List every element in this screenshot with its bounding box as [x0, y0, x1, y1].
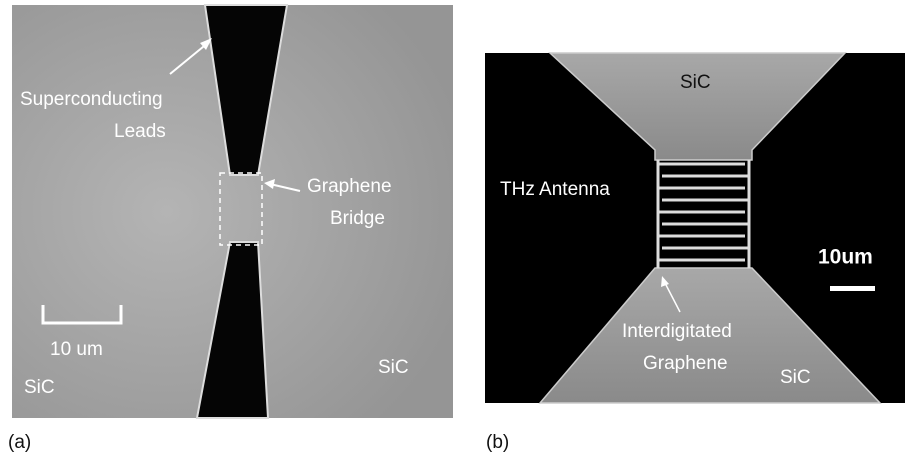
substrate-label: SiC [378, 357, 409, 378]
panel-b: SiC THz Antenna 10um Interdigitated Grap… [485, 53, 905, 453]
panel-label: (b) [486, 432, 509, 453]
annotation: Superconducting [20, 89, 163, 110]
annotation: Leads [114, 121, 166, 142]
substrate-label: SiC [24, 377, 55, 398]
scale-label: 10um [818, 246, 873, 269]
panel-label: (a) [8, 432, 31, 453]
scale-label: 10 um [50, 339, 103, 360]
substrate-label: SiC [780, 367, 811, 388]
annotation: Graphene [307, 176, 392, 197]
annotation: Interdigitated [622, 321, 732, 342]
annotation: Bridge [330, 208, 385, 229]
antenna-label: THz Antenna [500, 179, 610, 200]
figure: Superconducting Leads Graphene Bridge 10… [0, 0, 913, 461]
panel-a: Superconducting Leads Graphene Bridge 10… [8, 5, 453, 453]
scale-bar [830, 286, 875, 291]
annotation: Graphene [643, 353, 728, 374]
substrate-label: SiC [680, 72, 711, 93]
